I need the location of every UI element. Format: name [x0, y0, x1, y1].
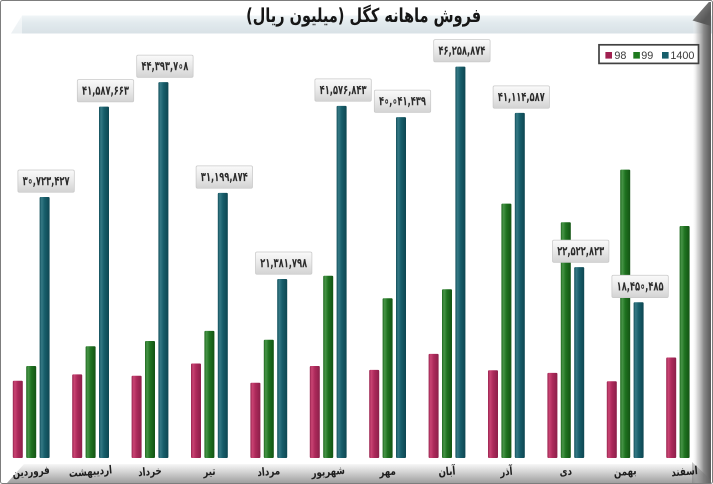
svg-text:98: 98	[614, 50, 626, 62]
svg-text:1400: 1400	[670, 50, 694, 62]
svg-text:99: 99	[641, 50, 653, 62]
